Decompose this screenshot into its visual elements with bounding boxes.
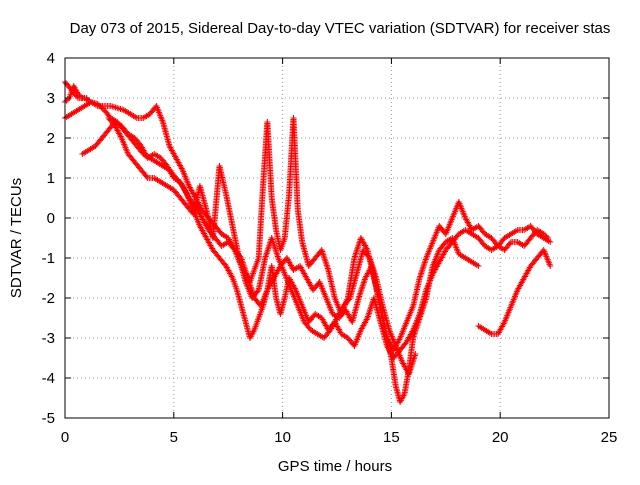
data-point-fill — [324, 263, 331, 270]
data-point — [268, 235, 275, 241]
data-point-fill — [353, 247, 360, 254]
data-point-fill — [265, 244, 272, 251]
data-point-fill — [322, 259, 329, 266]
data-point-fill — [254, 288, 261, 295]
data-point-fill — [355, 242, 362, 249]
y-axis-label: SDTVAR / TECUs — [8, 178, 25, 298]
data-point-fill — [323, 262, 330, 269]
data-point-fill — [321, 256, 328, 263]
data-point-fill — [506, 240, 513, 247]
data-point-fill — [418, 270, 425, 277]
data-points — [62, 79, 554, 405]
data-point-fill — [417, 273, 424, 280]
y-tick-label: -2 — [42, 290, 55, 307]
data-point-fill — [367, 304, 374, 311]
data-point-fill — [418, 268, 425, 275]
data-point-fill — [352, 251, 359, 258]
x-tick-label: 15 — [383, 429, 400, 446]
x-axis-label: GPS time / hours — [278, 458, 392, 475]
data-point — [475, 263, 482, 269]
y-tick-label: 3 — [47, 90, 55, 107]
data-point — [547, 263, 554, 269]
data-point — [75, 91, 82, 97]
x-tick-label: 25 — [601, 429, 618, 446]
data-point-fill — [357, 288, 364, 295]
data-point-fill — [359, 284, 366, 291]
y-tick-label: -1 — [42, 250, 55, 267]
data-point-fill — [264, 247, 271, 254]
data-point-fill — [264, 248, 271, 255]
data-point-fill — [421, 259, 428, 266]
data-point-fill — [143, 173, 150, 180]
y-tick-label: 2 — [47, 130, 55, 147]
data-point-fill — [351, 253, 358, 260]
data-point-fill — [353, 248, 360, 255]
data-point-fill — [358, 287, 365, 294]
data-point-fill — [321, 254, 328, 261]
data-point-fill — [420, 264, 427, 271]
y-tick-label: 1 — [47, 170, 55, 187]
y-tick-label: 4 — [47, 50, 55, 67]
x-tick-label: 10 — [274, 429, 291, 446]
y-tick-label: -4 — [42, 370, 55, 387]
axis-ticks: 0 5 10 15 20 25 -5 -4 -3 -2 -1 0 1 2 3 4 — [42, 50, 618, 446]
y-tick-label: 0 — [47, 210, 55, 227]
data-point-fill — [323, 260, 330, 267]
data-point-fill — [366, 307, 373, 314]
data-point-fill — [265, 245, 272, 252]
data-point-fill — [356, 293, 363, 300]
data-point-fill — [359, 282, 366, 289]
data-point-fill — [421, 261, 428, 268]
y-tick-label: -5 — [42, 410, 55, 427]
data-point-fill — [366, 308, 373, 315]
data-point-fill — [419, 267, 426, 274]
data-point-fill — [64, 96, 71, 103]
data-point — [83, 95, 90, 101]
data-point-fill — [263, 251, 270, 258]
x-tick-label: 20 — [492, 429, 509, 446]
data-point-fill — [77, 93, 84, 100]
data-point-fill — [417, 271, 424, 278]
data-point-fill — [360, 281, 367, 288]
x-tick-label: 5 — [170, 429, 178, 446]
data-point-fill — [322, 257, 329, 264]
data-point-fill — [76, 92, 83, 99]
plot-frame — [64, 57, 610, 419]
data-point-fill — [273, 250, 280, 257]
data-point-fill — [358, 285, 365, 292]
data-point-fill — [354, 245, 361, 252]
data-point — [412, 351, 419, 357]
data-point-fill — [365, 310, 372, 317]
data-point-fill — [357, 290, 364, 297]
data-point-fill — [419, 265, 426, 272]
data-point-fill — [263, 250, 270, 257]
data-point-fill — [354, 244, 361, 251]
data-point-fill — [356, 291, 363, 298]
chart-title: Day 073 of 2015, Sidereal Day-to-day VTE… — [70, 20, 611, 37]
data-point-fill — [367, 305, 374, 312]
grid — [65, 58, 609, 418]
y-tick-label: -3 — [42, 330, 55, 347]
data-point-fill — [324, 265, 331, 272]
data-point — [547, 239, 554, 245]
data-point-fill — [352, 250, 359, 257]
data-point-fill — [420, 262, 427, 269]
data-point-fill — [262, 253, 269, 260]
data-point-fill — [360, 279, 367, 286]
data-point-fill — [63, 97, 70, 104]
x-tick-label: 0 — [61, 429, 69, 446]
